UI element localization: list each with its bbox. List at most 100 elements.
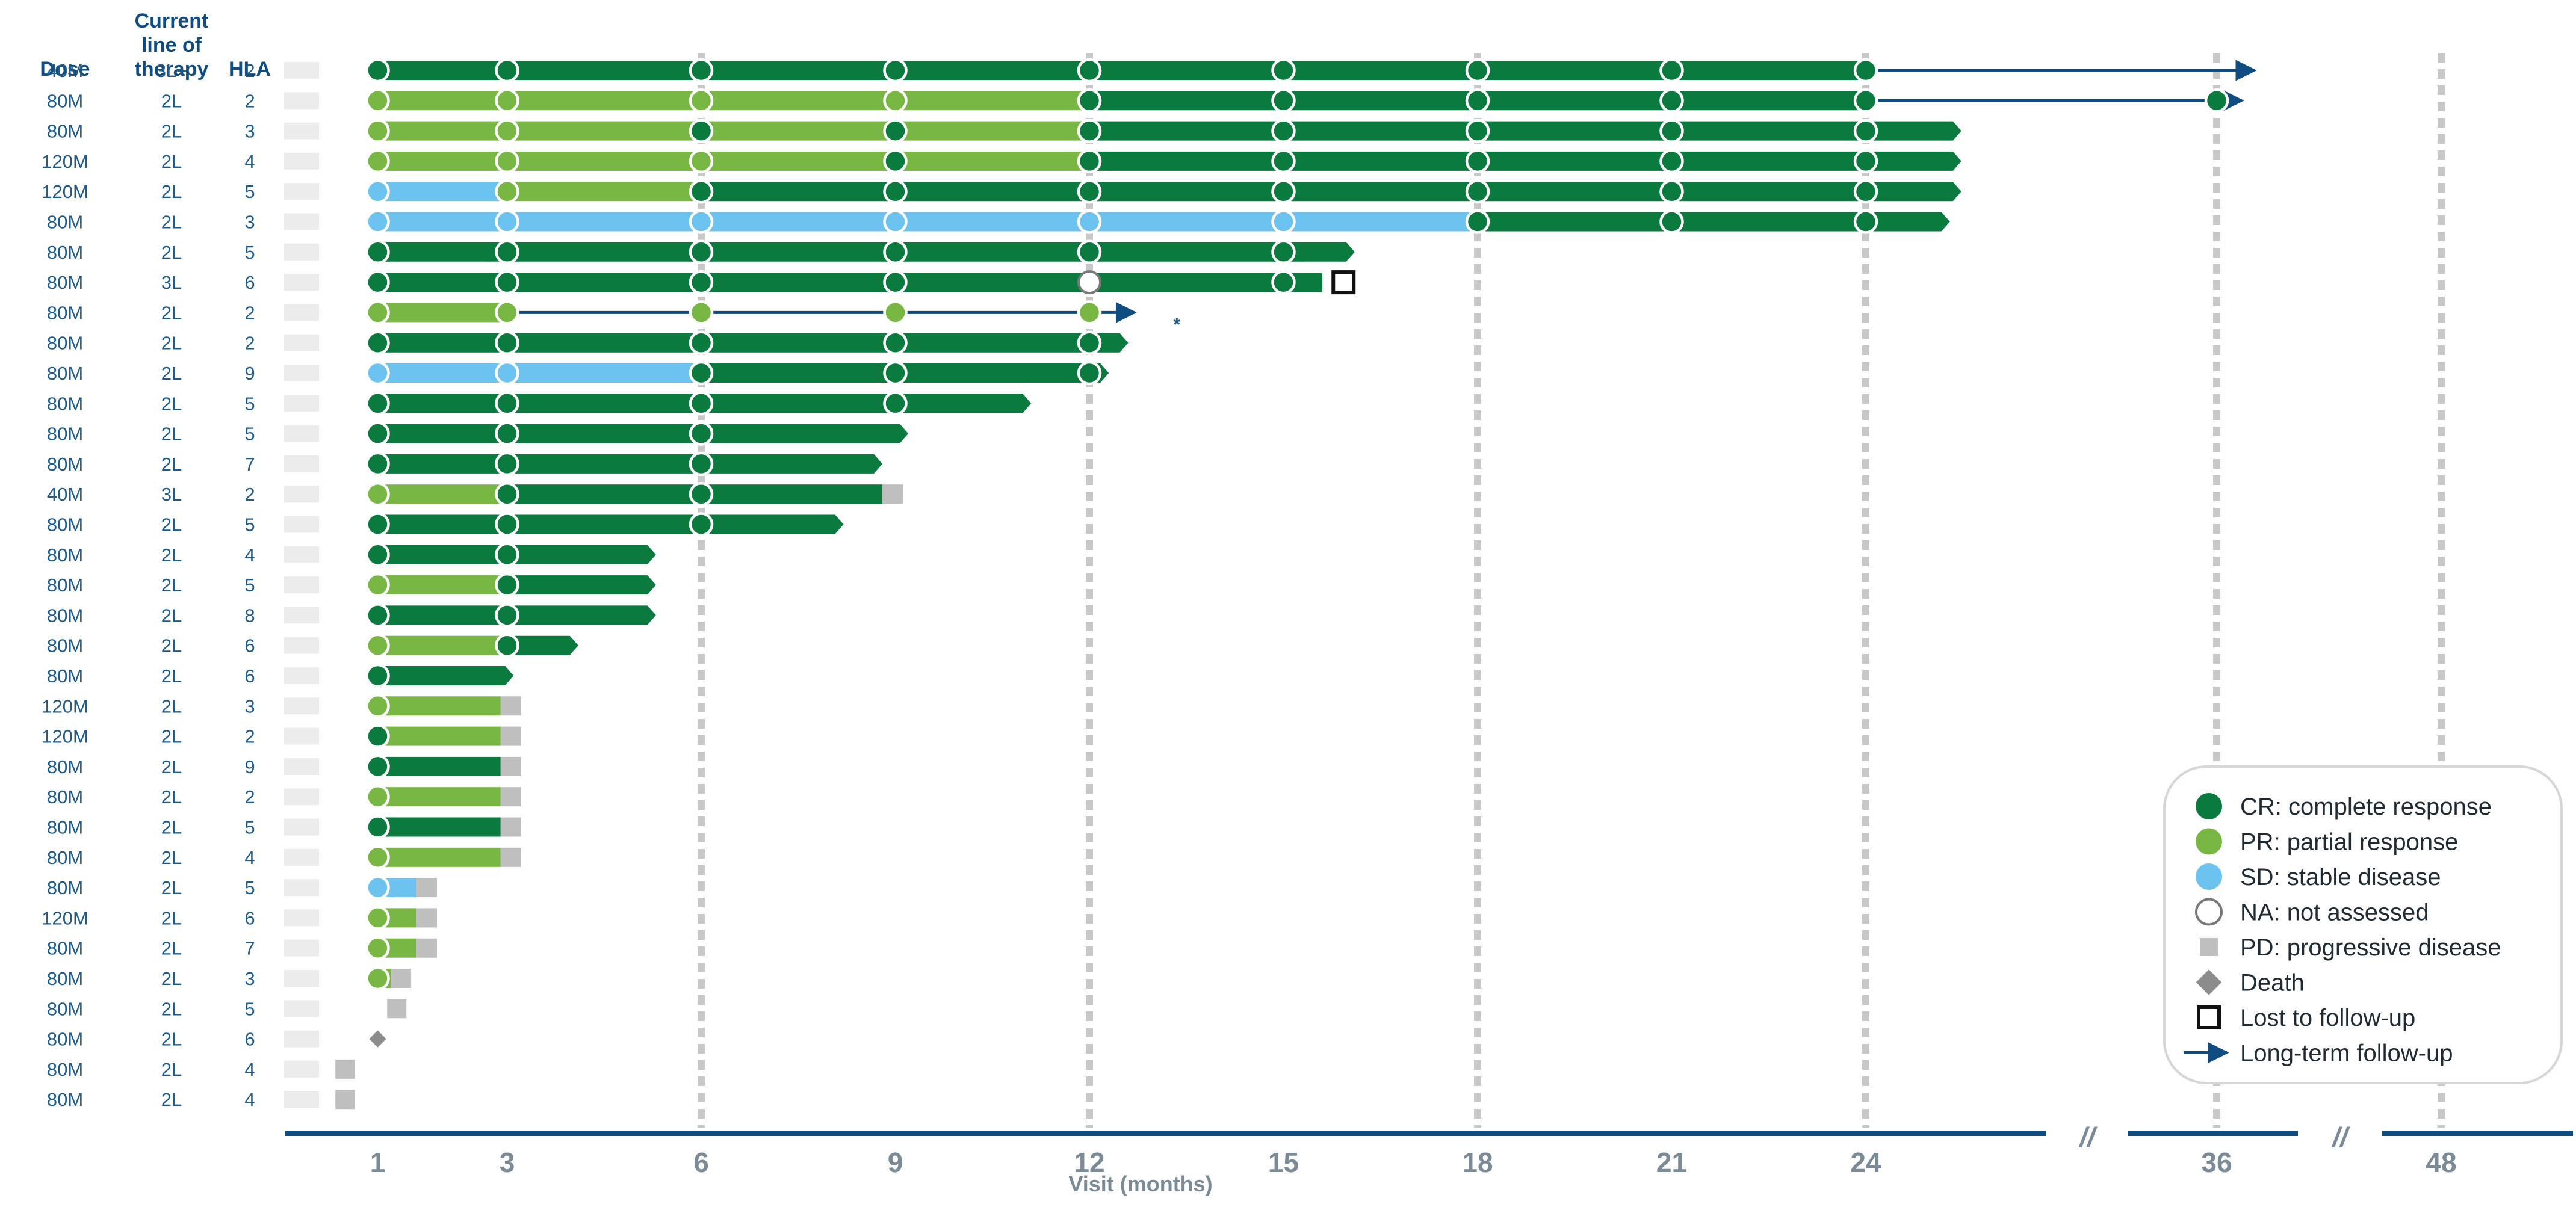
visit-dot-PR [365,906,390,930]
baseline-stub [284,304,319,321]
response-bar-CR [377,333,1129,353]
visit-dot-CR [689,391,714,416]
baseline-stub [284,758,319,775]
hla-cell: 5 [244,817,255,838]
visit-dot-CR [365,58,390,83]
legend-label: PD: progressive disease [2240,934,2501,961]
patient-row: 80M 2L 3 [47,966,411,991]
visit-dot-CR [1853,209,1878,234]
visit-dot-CR [1465,179,1490,204]
baseline-stub [284,667,319,684]
line-cell: 2L [161,786,182,807]
dose-cell: 40M [47,60,83,81]
legend-label: Death [2240,970,2305,996]
line-cell: 2L [161,363,182,384]
response-bar-CR [377,514,844,534]
visit-dot-CR [1853,149,1878,174]
response-bar-CR [377,756,501,776]
baseline-stub [284,637,319,654]
visit-dot-CR [883,330,908,355]
visit-dot-SD [365,209,390,234]
hla-cell: 7 [244,454,255,475]
x-axis-title: Visit (months) [1068,1171,1212,1196]
line-cell: 2L [161,181,182,202]
baseline-stub [284,334,319,351]
response-bar-CR [1089,121,1961,141]
baseline-stub [284,546,319,563]
visit-dot-CR [495,542,519,567]
visit-dot-PR [365,966,390,991]
visit-dot-CR [495,270,519,295]
line-cell: 2L [161,756,182,777]
hla-cell: 3 [244,696,255,717]
pd-marker [416,908,437,928]
baseline-stub [284,365,319,381]
patient-row: 80M 2L 5 [47,815,521,839]
visit-dot-CR [1271,58,1296,83]
visit-dot-CR [365,724,390,748]
visit-dot-CR [689,451,714,477]
baseline-stub [284,1000,319,1017]
visit-dot-CR [1271,179,1296,204]
legend-item: NA: not assessed [2195,898,2429,926]
patient-row: 80M 2L 4 [47,542,656,567]
visit-dot-CR [365,421,390,446]
patient-row: 80M 2L 5 [47,572,656,597]
baseline-stub [284,395,319,412]
patient-row: 80M 2L 5 [47,875,437,900]
hla-cell: 9 [244,363,255,384]
visit-dot-PR [365,572,390,597]
patient-row: 80M 2L 3 [47,119,1961,143]
patient-row: 80M 2L 5 [47,421,908,446]
hla-cell: 2 [244,60,255,81]
dose-cell: 80M [47,635,83,656]
dose-cell: 80M [47,302,83,323]
visit-dot-CR [495,572,519,597]
x-tick-label: 9 [888,1147,903,1178]
response-bar-PR [377,575,507,595]
line-cell: 2L [161,665,182,687]
patient-row: 80M 2L 2 [47,88,2244,113]
response-bar-CR [377,424,908,443]
visit-dot-PR [883,300,908,325]
visit-dot-CR [883,58,908,83]
hla-cell: 5 [244,998,255,1019]
visit-dot-CR [883,119,908,143]
pd-marker [500,726,521,746]
baseline-stub [284,516,319,533]
dose-cell: 80M [47,605,83,626]
dose-cell: 120M [42,696,88,717]
visit-dot-SD [365,179,390,204]
line-cell: 2L [161,514,182,536]
response-bar-PR [377,726,501,746]
visit-dot-CR [883,149,908,174]
visit-dot-CR [495,603,519,628]
visit-dot-CR [1853,88,1878,113]
line-cell: 2L [161,938,182,959]
baseline-stub [284,939,319,957]
dose-cell: 120M [42,726,88,747]
baseline-stub [284,879,319,897]
patient-row: 80M 2L 6 [47,663,514,688]
visit-dot-CR [495,330,519,355]
patient-row: 80M 2L 5 [47,239,1355,265]
dose-cell: 80M [47,514,83,536]
header-line-of-therapy-2: therapy [135,58,209,81]
visit-dot-PR [689,149,714,174]
visit-dot-PR [365,784,390,809]
visit-dot-PR [689,300,714,325]
baseline-stub [284,1060,319,1078]
line-cell: 3L [161,272,182,293]
pr-legend-icon [2196,828,2222,855]
visit-dot-PR [365,845,390,870]
dose-cell: 80M [47,817,83,838]
asterisk-note: * [1173,313,1181,335]
baseline-stub [284,576,319,594]
baseline-stub [284,274,319,291]
baseline-stub [284,152,319,170]
patient-row: 80M 2L 2 [47,330,1129,355]
patient-row: 120M 2L 4 [42,149,1961,174]
lost-legend-icon [2197,1005,2221,1029]
